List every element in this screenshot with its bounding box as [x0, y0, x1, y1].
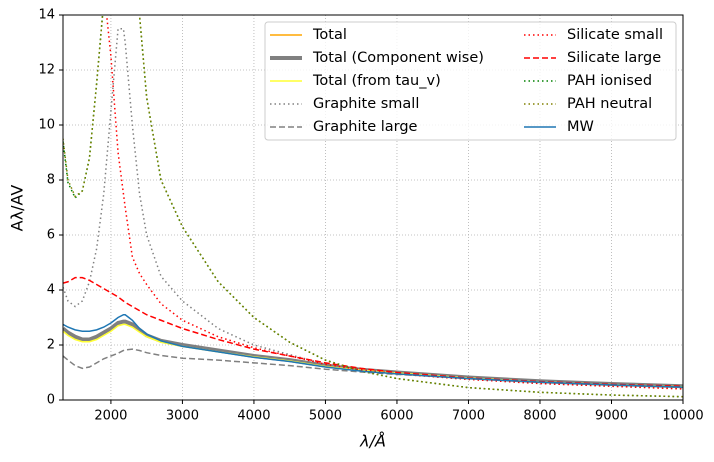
y-tick-label: 14: [38, 8, 55, 23]
y-tick-label: 2: [47, 338, 55, 353]
x-axis-label: λ/Å: [359, 432, 386, 451]
plot-frame: [62, 14, 684, 401]
legend-label: Total (Component wise): [312, 50, 484, 66]
y-axis-label: Aλ/AV: [8, 185, 27, 232]
legend-label: PAH ionised: [567, 73, 652, 89]
y-tick-label: 8: [47, 173, 55, 188]
legend-label: Total: [312, 27, 347, 43]
series-line: [63, 15, 683, 398]
y-tick-label: 6: [47, 228, 55, 243]
y-tick-label: 12: [38, 63, 55, 78]
x-tick-label: 6000: [380, 409, 413, 424]
x-tick-label: 9000: [595, 409, 628, 424]
x-tick-label: 7000: [452, 409, 485, 424]
legend-box: [264, 21, 677, 141]
x-tick-label: 10000: [662, 409, 703, 424]
legend-label: Silicate small: [567, 27, 663, 43]
legend-label: Graphite large: [313, 119, 418, 135]
legend-label: MW: [567, 119, 594, 135]
y-tick-label: 4: [47, 283, 55, 298]
series-line: [63, 276, 683, 387]
legend-label: Silicate large: [567, 50, 661, 66]
x-tick-label: 5000: [309, 409, 342, 424]
legend: Total Total (Component wise) Total (from t…: [264, 21, 677, 141]
x-tick-label: 8000: [523, 409, 556, 424]
series-line: [63, 28, 683, 390]
series-line: [63, 348, 683, 387]
legend-label: Graphite small: [313, 96, 419, 112]
series-line: [63, 314, 683, 388]
x-tick-label: 4000: [237, 409, 270, 424]
legend-label: Total (from tau_v): [312, 73, 441, 89]
plot-area: [63, 15, 683, 398]
y-tick-label: 0: [47, 393, 55, 408]
x-tick-label: 3000: [166, 409, 199, 424]
x-tick-label: 2000: [94, 409, 127, 424]
legend-label: PAH neutral: [567, 96, 652, 112]
series-line: [63, 323, 683, 388]
y-tick-label: 10: [38, 118, 55, 133]
